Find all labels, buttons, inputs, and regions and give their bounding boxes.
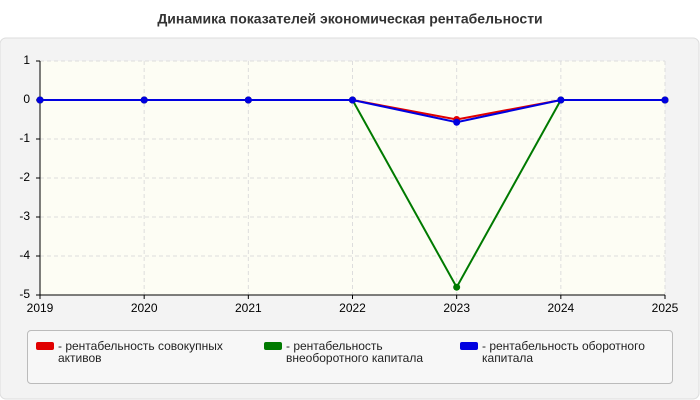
x-tick-label: 2023 <box>443 301 470 315</box>
data-point <box>349 96 356 104</box>
y-tick-label: -4 <box>19 248 30 262</box>
legend-item: - рентабельность оборотного капитала <box>460 340 682 364</box>
y-tick-label: 1 <box>23 53 30 67</box>
chart-title: Динамика показателей экономическая рента… <box>157 11 542 27</box>
x-tick-label: 2025 <box>652 301 679 315</box>
legend-swatch <box>36 342 54 350</box>
y-tick-label: -2 <box>19 170 30 184</box>
legend-item: - рентабельность совокупных активов <box>36 340 258 364</box>
legend-label: - рентабельность совокупных активов <box>58 339 223 365</box>
x-tick-label: 2020 <box>131 301 158 315</box>
y-tick-label: -1 <box>19 131 30 145</box>
x-tick-label: 2022 <box>339 301 366 315</box>
y-tick-label: 0 <box>23 92 30 106</box>
data-point <box>140 96 148 104</box>
legend-item: - рентабельность внеоборотного капитала <box>264 340 466 364</box>
data-point <box>244 96 252 104</box>
y-tick-label: -5 <box>19 287 30 301</box>
legend-label: - рентабельность внеоборотного капитала <box>286 339 423 365</box>
x-tick-label: 2019 <box>27 301 54 315</box>
legend-swatch <box>264 342 282 350</box>
legend-label: - рентабельность оборотного капитала <box>482 339 645 365</box>
data-point <box>453 118 461 126</box>
legend-swatch <box>460 342 478 350</box>
data-point <box>557 96 565 104</box>
data-point <box>453 283 461 291</box>
data-point <box>661 96 669 104</box>
x-tick-label: 2024 <box>547 301 574 315</box>
x-tick-label: 2021 <box>235 301 262 315</box>
legend: - рентабельность совокупных активов - рен… <box>27 330 673 384</box>
data-point <box>36 96 44 104</box>
y-tick-label: -3 <box>19 209 30 223</box>
